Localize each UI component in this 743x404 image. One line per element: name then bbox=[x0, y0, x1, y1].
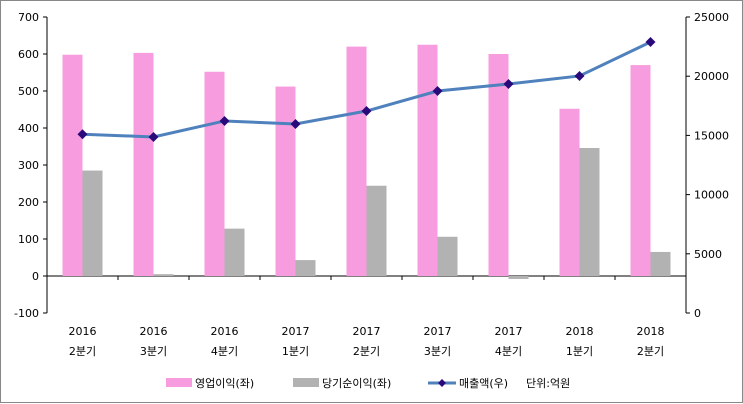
bar-operating-profit bbox=[346, 46, 367, 276]
bar-operating-profit bbox=[204, 71, 225, 276]
legend-label-revenue: 매출액(우) bbox=[459, 377, 508, 390]
legend-marker-revenue bbox=[438, 379, 446, 387]
bar-net-income bbox=[508, 276, 529, 279]
right-tick-label: 5000 bbox=[694, 248, 722, 261]
bar-net-income bbox=[295, 260, 316, 276]
bar-operating-profit bbox=[417, 44, 438, 276]
left-tick-label: 100 bbox=[18, 233, 39, 246]
unit-note: 단위:억원 bbox=[526, 377, 570, 390]
revenue-marker bbox=[148, 131, 159, 142]
category-label-year: 2017 bbox=[353, 325, 381, 338]
left-tick-label: 400 bbox=[18, 122, 39, 135]
left-tick-label: -100 bbox=[14, 307, 39, 320]
right-tick-label: 0 bbox=[694, 307, 701, 320]
category-label-quarter: 2분기 bbox=[353, 345, 380, 358]
right-tick-label: 10000 bbox=[694, 189, 729, 202]
category-label-year: 2016 bbox=[140, 325, 168, 338]
legend-swatch-net-income bbox=[293, 378, 319, 387]
legend-label-operating-profit: 영업이익(좌) bbox=[195, 377, 254, 390]
category-label-year: 2016 bbox=[69, 325, 97, 338]
right-tick-label: 15000 bbox=[694, 129, 729, 142]
bar-net-income bbox=[437, 236, 458, 276]
revenue-marker bbox=[77, 129, 88, 140]
category-label-year: 2016 bbox=[211, 325, 239, 338]
bar-net-income bbox=[650, 251, 671, 276]
bar-net-income bbox=[153, 274, 174, 276]
bar-net-income bbox=[366, 185, 387, 276]
legend-swatch-operating-profit bbox=[166, 378, 192, 387]
category-label-year: 2018 bbox=[637, 325, 665, 338]
right-tick-label: 20000 bbox=[694, 70, 729, 83]
bar-operating-profit bbox=[275, 86, 296, 276]
revenue-marker bbox=[432, 86, 443, 96]
left-tick-label: 0 bbox=[32, 270, 39, 283]
revenue-marker bbox=[574, 70, 585, 81]
revenue-marker bbox=[361, 106, 372, 117]
category-label-year: 2017 bbox=[424, 325, 452, 338]
bar-operating-profit bbox=[488, 54, 509, 276]
category-label-quarter: 2분기 bbox=[637, 345, 664, 358]
bar-operating-profit bbox=[559, 108, 580, 276]
bar-operating-profit bbox=[133, 52, 154, 276]
category-label-quarter: 3분기 bbox=[424, 345, 451, 358]
left-tick-label: 200 bbox=[18, 196, 39, 209]
right-tick-label: 25000 bbox=[694, 11, 729, 24]
revenue-marker bbox=[503, 79, 514, 90]
category-label-year: 2018 bbox=[566, 325, 594, 338]
category-label-quarter: 1분기 bbox=[282, 345, 309, 358]
category-label-quarter: 1분기 bbox=[566, 345, 593, 358]
left-tick-label: 600 bbox=[18, 48, 39, 61]
left-tick-label: 300 bbox=[18, 159, 39, 172]
category-label-quarter: 3분기 bbox=[140, 345, 167, 358]
category-label-quarter: 2분기 bbox=[69, 345, 96, 358]
bar-operating-profit bbox=[62, 54, 83, 276]
category-label-year: 2017 bbox=[282, 325, 310, 338]
bar-net-income bbox=[579, 147, 600, 276]
bar-net-income bbox=[82, 170, 103, 276]
left-tick-label: 500 bbox=[18, 85, 39, 98]
bar-operating-profit bbox=[630, 65, 651, 276]
revenue-marker bbox=[219, 115, 230, 126]
revenue-marker bbox=[290, 119, 301, 130]
legend-label-net-income: 당기순이익(좌) bbox=[322, 377, 391, 390]
left-tick-label: 700 bbox=[18, 11, 39, 24]
revenue-marker bbox=[645, 36, 656, 47]
category-label-quarter: 4분기 bbox=[495, 345, 522, 358]
category-label-quarter: 4분기 bbox=[211, 345, 238, 358]
bar-net-income bbox=[224, 228, 245, 276]
category-label-year: 2017 bbox=[495, 325, 523, 338]
